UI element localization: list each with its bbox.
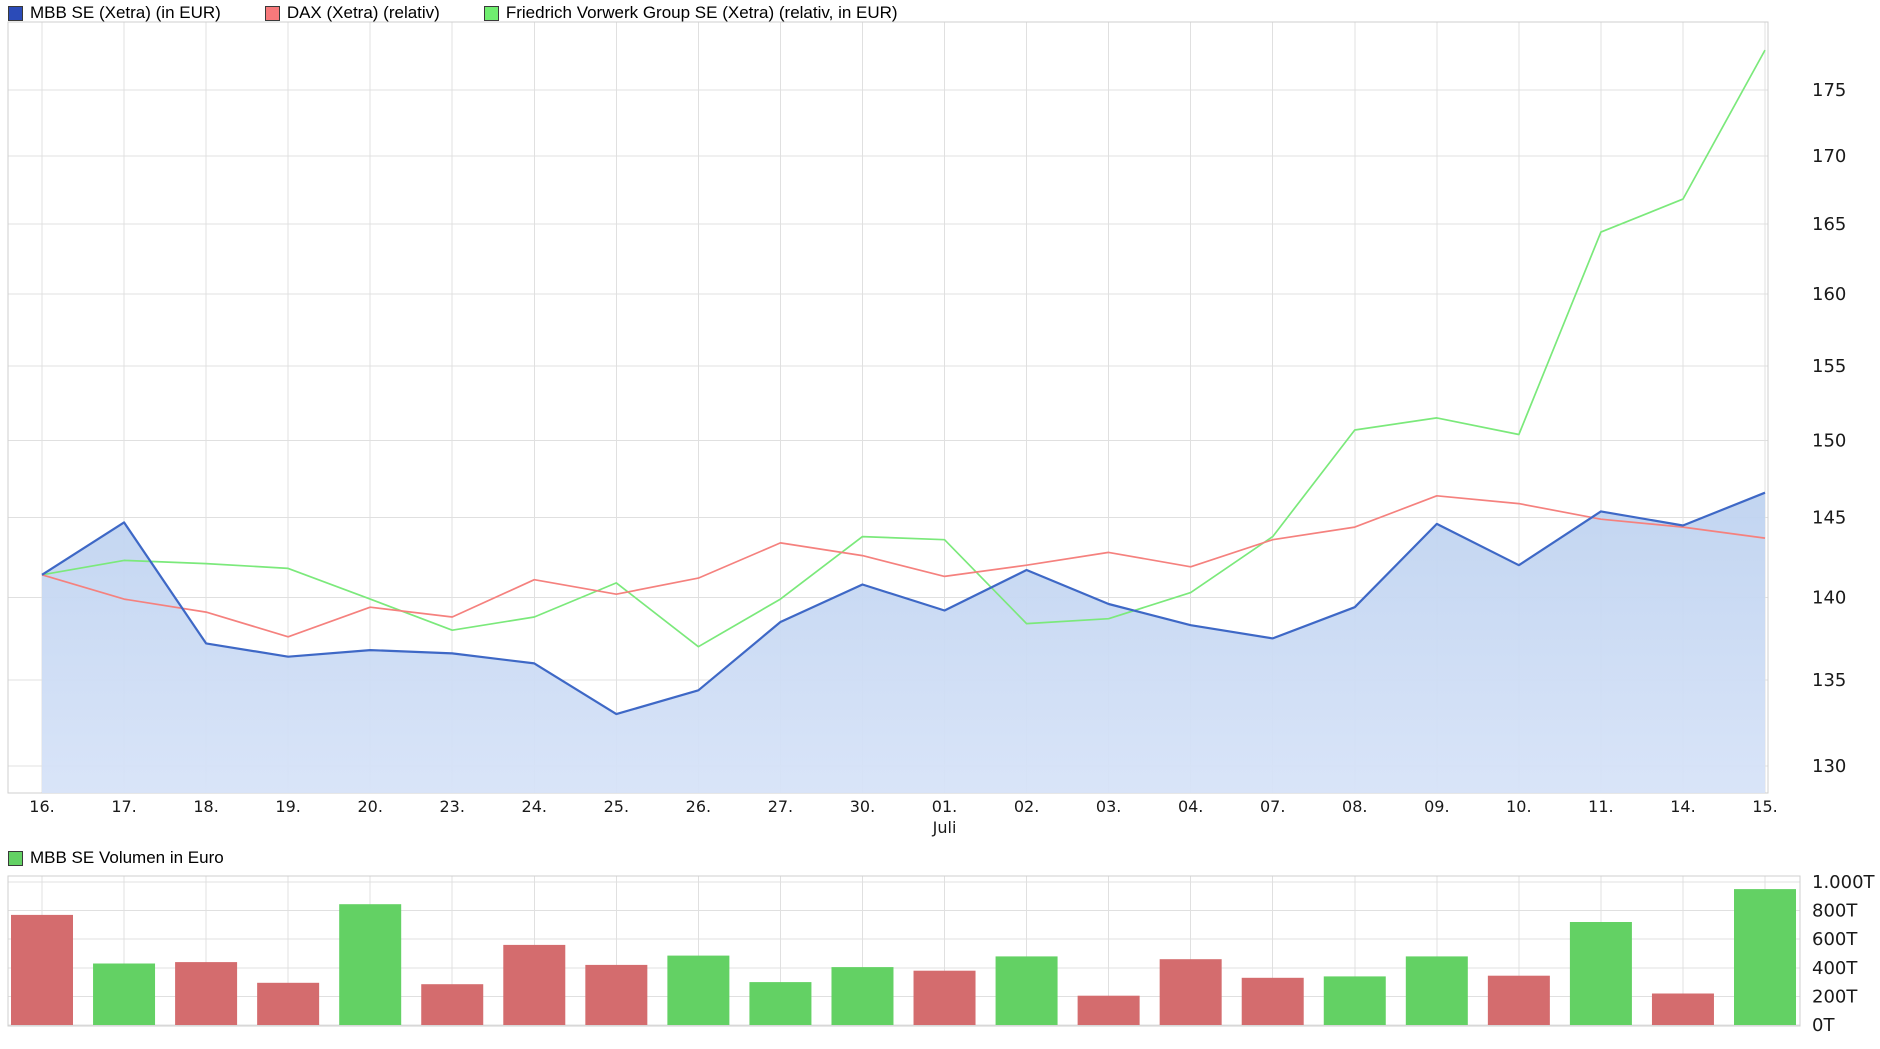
x-axis-date-label: 08.	[1342, 797, 1367, 816]
x-axis-date-label: 07.	[1260, 797, 1285, 816]
volume-bar	[1651, 993, 1714, 1025]
volume-bar	[1734, 889, 1796, 1025]
x-axis-date-label: 17.	[111, 797, 136, 816]
x-axis-date-label: 25.	[604, 797, 629, 816]
x-axis-date-label: 02.	[1014, 797, 1039, 816]
price-y-tick-label: 175	[1812, 80, 1846, 101]
dax-legend-swatch	[264, 5, 280, 21]
volume-bar	[1405, 956, 1468, 1025]
x-axis-date-label: 23.	[440, 797, 465, 816]
legend-item-dax: DAX (Xetra) (relativ)	[264, 3, 440, 23]
volume-y-tick-label: 200T	[1812, 986, 1858, 1007]
volume-bar	[1159, 959, 1222, 1025]
x-axis-date-label: 20.	[357, 797, 382, 816]
legend-item-mbb: MBB SE (Xetra) (in EUR)	[8, 3, 221, 23]
x-axis-date-label: 26.	[686, 797, 711, 816]
volume-bar	[1323, 976, 1386, 1025]
volume-bar	[831, 967, 894, 1025]
price-y-tick-label: 140	[1812, 587, 1846, 608]
volume-bar	[175, 962, 238, 1025]
x-axis-date-label: 18.	[193, 797, 218, 816]
price-y-axis-labels: 175 170 165 160 155 150 145 140 135 130	[1812, 80, 1846, 777]
dax-legend-label: DAX (Xetra) (relativ)	[286, 3, 440, 22]
volume-legend: MBB SE Volumen in Euro	[8, 848, 224, 868]
price-y-tick-label: 170	[1812, 146, 1846, 167]
volume-bar	[1077, 995, 1140, 1025]
volume-y-tick-label: 600T	[1812, 929, 1858, 950]
x-axis-date-label: 01.	[932, 797, 957, 816]
volume-bar	[11, 914, 73, 1025]
price-y-tick-label: 130	[1812, 756, 1846, 777]
volume-legend-swatch	[8, 850, 23, 866]
volume-y-tick-label: 800T	[1812, 901, 1858, 922]
volume-y-axis-labels: 1.000T 800T 600T 400T 200T 0T	[1812, 872, 1876, 1036]
volume-bar	[503, 944, 566, 1025]
volume-bar	[913, 970, 976, 1025]
volume-bars	[11, 889, 1796, 1025]
mbb-area	[42, 492, 1765, 793]
x-axis-date-label: 04.	[1178, 797, 1203, 816]
x-axis-date-label: 15.	[1752, 797, 1777, 816]
volume-bar	[749, 982, 812, 1025]
x-axis-date-label: 03.	[1096, 797, 1121, 816]
x-axis-date-label: 10.	[1506, 797, 1531, 816]
dax-line	[41, 494, 1766, 638]
price-y-tick-label: 165	[1812, 214, 1846, 235]
volume-bar	[1487, 975, 1550, 1025]
vorwerk-legend-swatch	[483, 5, 499, 21]
volume-y-tick-label: 400T	[1812, 958, 1858, 979]
mbb-legend-swatch	[8, 5, 23, 21]
volume-bar	[585, 964, 648, 1025]
price-y-tick-label: 135	[1812, 670, 1846, 691]
price-y-tick-label: 150	[1812, 431, 1846, 452]
x-axis-date-label: 09.	[1424, 797, 1449, 816]
volume-bar	[1569, 922, 1632, 1025]
price-series	[41, 49, 1766, 793]
volume-bar	[667, 955, 730, 1025]
x-axis-date-label: 14.	[1670, 797, 1695, 816]
volume-bar	[421, 984, 484, 1025]
volume-plot-border	[7, 875, 1801, 1027]
price-y-tick-label: 155	[1812, 356, 1846, 377]
volume-legend-label: MBB SE Volumen in Euro	[30, 848, 224, 867]
price-y-tick-label: 145	[1812, 508, 1846, 529]
mbb-line	[41, 491, 1766, 716]
vorwerk-line	[41, 49, 1766, 648]
volume-bar	[339, 904, 402, 1025]
x-axis-date-label: 27.	[768, 797, 793, 816]
legend-item-volume: MBB SE Volumen in Euro	[8, 848, 224, 868]
price-legend: MBB SE (Xetra) (in EUR) DAX (Xetra) (rel…	[8, 3, 898, 23]
volume-y-tick-label: 1.000T	[1812, 872, 1876, 893]
x-axis-date-label: 24.	[522, 797, 547, 816]
x-axis-date-label: 11.	[1588, 797, 1613, 816]
price-y-tick-label: 160	[1812, 284, 1846, 305]
volume-y-tick-label: 0T	[1812, 1015, 1835, 1036]
x-axis-date-label: 16.	[29, 797, 54, 816]
volume-bar	[93, 963, 156, 1025]
volume-bar	[257, 982, 320, 1025]
legend-item-vorwerk: Friedrich Vorwerk Group SE (Xetra) (rela…	[483, 3, 898, 23]
volume-bar	[1241, 977, 1304, 1025]
vorwerk-legend-label: Friedrich Vorwerk Group SE (Xetra) (rela…	[505, 3, 898, 22]
month-label: Juli	[932, 818, 957, 837]
mbb-legend-label: MBB SE (Xetra) (in EUR)	[30, 3, 221, 22]
x-axis-date-label: 19.	[275, 797, 300, 816]
volume-bar	[995, 956, 1058, 1025]
x-axis-date-label: 30.	[850, 797, 875, 816]
x-axis-labels: 16. 17. 18. 19. 20. 23. 24. 25. 26. 27. 30. 01. 02. 0…	[29, 797, 1777, 837]
